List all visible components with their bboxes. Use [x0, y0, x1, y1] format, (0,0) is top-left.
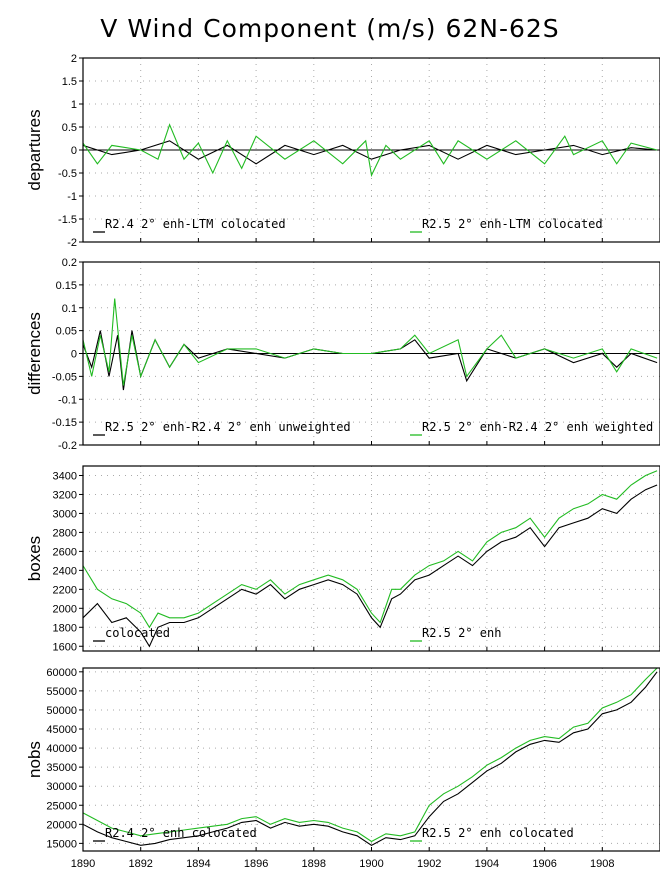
series-line-green [83, 668, 658, 843]
y-tick-label: 15000 [46, 838, 77, 850]
plot-frame [82, 465, 660, 652]
y-tick-label: 2 [71, 53, 77, 65]
legend-label: R2.5 2° enh-LTM colocated [422, 217, 603, 231]
x-tick-label: 1902 [417, 858, 441, 870]
y-tick-label: 2400 [53, 565, 77, 577]
y-tick-label: 0 [71, 349, 77, 361]
y-tick-label: -0.2 [58, 440, 77, 452]
y-axis-label: departures [25, 109, 44, 190]
x-tick-label: 1906 [532, 858, 556, 870]
legend-label: R2.5 2° enh colocated [422, 826, 574, 840]
legend-label: R2.5 2° enh [422, 626, 501, 640]
y-tick-label: 0.05 [56, 326, 77, 338]
y-tick-label: 0.1 [62, 303, 77, 315]
y-tick-label: -2 [67, 237, 77, 249]
y-tick-label: 60000 [46, 667, 77, 679]
y-tick-label: 35000 [46, 762, 77, 774]
y-tick-label: 0.5 [62, 122, 77, 134]
y-tick-label: 45000 [46, 724, 77, 736]
series-line-green [83, 298, 658, 386]
y-tick-label: -1.5 [58, 214, 77, 226]
chart-title: V Wind Component (m/s) 62N-62S [100, 14, 560, 43]
x-tick-label: 1892 [128, 858, 152, 870]
x-tick-label: 1900 [359, 858, 383, 870]
series-line-green [83, 470, 658, 629]
series-line-green [83, 123, 658, 178]
y-tick-label: 1800 [53, 622, 77, 634]
y-tick-label: 1600 [53, 641, 77, 653]
series-line-black [83, 484, 658, 648]
y-tick-label: 0.15 [56, 280, 77, 292]
y-tick-label: 2600 [53, 546, 77, 558]
y-tick-label: -0.1 [58, 394, 77, 406]
y-axis-label: boxes [25, 536, 44, 581]
y-tick-label: 0 [71, 145, 77, 157]
y-tick-label: -0.05 [52, 371, 77, 383]
x-tick-label: 1898 [302, 858, 326, 870]
legend-label: R2.5 2° enh-R2.4 2° enh weighted [422, 420, 653, 434]
y-tick-label: 2000 [53, 603, 77, 615]
y-tick-label: 40000 [46, 743, 77, 755]
x-tick-label: 1904 [475, 858, 499, 870]
plot-frame [82, 667, 660, 852]
legend-label: R2.5 2° enh-R2.4 2° enh unweighted [105, 420, 351, 434]
legend-label: R2.4 2° enh colocated [105, 826, 257, 840]
y-tick-label: 2200 [53, 584, 77, 596]
y-tick-label: -0.5 [58, 168, 77, 180]
y-tick-label: -1 [67, 191, 77, 203]
y-tick-label: 2800 [53, 527, 77, 539]
x-tick-label: 1894 [186, 858, 210, 870]
y-tick-label: -0.15 [52, 417, 77, 429]
y-tick-label: 3200 [53, 489, 77, 501]
y-tick-label: 1.5 [62, 76, 77, 88]
y-tick-label: 0.2 [62, 257, 77, 269]
series-line-black [83, 140, 658, 165]
y-tick-label: 50000 [46, 705, 77, 717]
x-tick-label: 1890 [71, 858, 95, 870]
series-line-black [83, 671, 658, 846]
y-tick-label: 55000 [46, 686, 77, 698]
y-tick-label: 20000 [46, 819, 77, 831]
y-tick-label: 25000 [46, 800, 77, 812]
series-line-black [83, 330, 658, 391]
y-axis-label: differences [25, 312, 44, 395]
y-tick-label: 30000 [46, 781, 77, 793]
x-tick-label: 1908 [590, 858, 614, 870]
y-axis-label: nobs [25, 741, 44, 778]
y-tick-label: 3000 [53, 508, 77, 520]
legend-label: R2.4 2° enh-LTM colocated [105, 217, 286, 231]
x-tick-label: 1896 [244, 858, 268, 870]
y-tick-label: 1 [71, 99, 77, 111]
y-tick-label: 3400 [53, 470, 77, 482]
legend-label: colocated [105, 626, 170, 640]
